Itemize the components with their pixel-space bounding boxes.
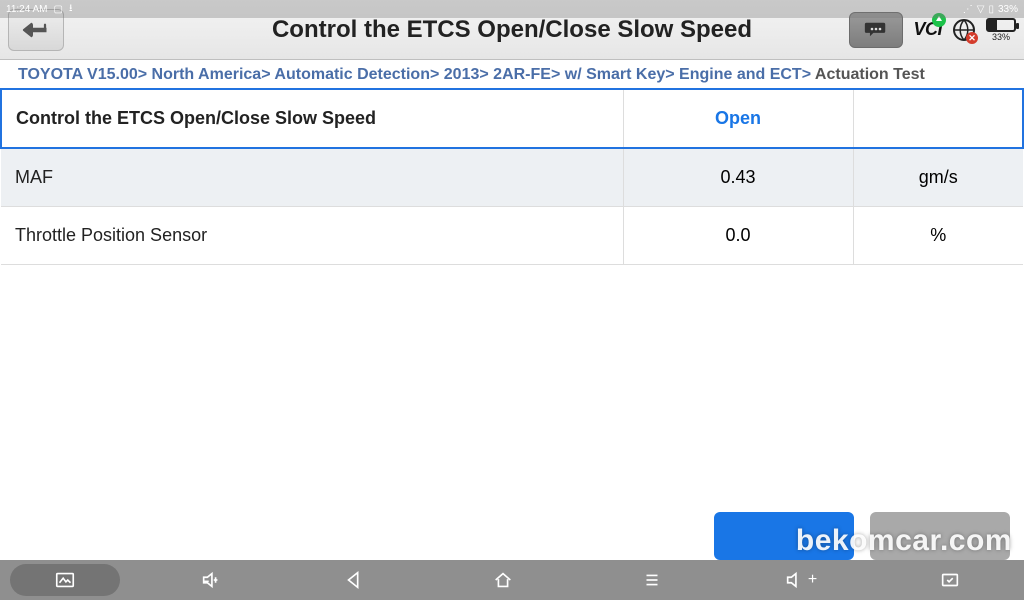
nav-back-button[interactable] — [279, 560, 428, 600]
network-error-icon: ✕ — [966, 32, 978, 44]
nav-recent-button[interactable] — [577, 560, 726, 600]
menu-icon — [641, 569, 663, 591]
status-battery-pct: 33% — [998, 4, 1018, 15]
status-battery-icon: ▯ — [988, 4, 994, 15]
bottom-actions — [714, 512, 1010, 560]
network-status[interactable]: ✕ — [952, 18, 976, 42]
android-status-bar: 11:24 AM ▢ ⭳ ⋰ ▽ ▯ 33% — [0, 0, 1024, 18]
status-app-icon: ▢ — [54, 4, 63, 15]
breadcrumb-separator: > — [261, 66, 274, 83]
table-row[interactable]: Control the ETCS Open/Close Slow SpeedOp… — [1, 89, 1023, 148]
volume-up-icon — [784, 569, 806, 591]
param-name: Control the ETCS Open/Close Slow Speed — [1, 89, 623, 148]
table-row[interactable]: MAF0.43gm/s — [1, 148, 1023, 207]
secondary-action-button[interactable] — [870, 512, 1010, 560]
status-wifi-icon: ⋰ — [963, 4, 973, 15]
breadcrumb-item[interactable]: 2AR-FE — [493, 66, 551, 83]
param-unit: % — [853, 207, 1023, 265]
breadcrumb-item[interactable]: North America — [152, 66, 262, 83]
breadcrumb-current: Actuation Test — [815, 66, 925, 83]
breadcrumb-separator: > — [430, 66, 444, 83]
nav-home-button[interactable] — [428, 560, 577, 600]
breadcrumb-separator: > — [479, 66, 493, 83]
app-battery-status: 33% — [986, 18, 1016, 42]
param-unit — [853, 89, 1023, 148]
nav-vol-down-button[interactable]: - — [130, 560, 279, 600]
breadcrumb-item[interactable]: w/ Smart Key — [565, 66, 665, 83]
breadcrumb-separator: > — [138, 66, 152, 83]
triangle-back-icon — [343, 569, 365, 591]
breadcrumb-item[interactable]: TOYOTA V15.00 — [18, 66, 138, 83]
param-value: Open — [623, 89, 853, 148]
param-unit: gm/s — [853, 148, 1023, 207]
screenshot-icon — [939, 569, 961, 591]
chat-icon — [864, 21, 888, 39]
param-name: Throttle Position Sensor — [1, 207, 623, 265]
android-navbar: - + — [0, 560, 1024, 600]
breadcrumb-item[interactable]: Automatic Detection — [274, 66, 430, 83]
status-signal-icon: ▽ — [977, 4, 985, 15]
breadcrumb-item[interactable]: Engine and ECT — [679, 66, 802, 83]
breadcrumb-separator: > — [802, 66, 815, 83]
param-name: MAF — [1, 148, 623, 207]
back-icon — [21, 18, 51, 42]
battery-percent: 33% — [992, 32, 1010, 42]
battery-icon — [986, 18, 1016, 32]
status-download-icon: ⭳ — [69, 1, 73, 18]
param-value: 0.0 — [623, 207, 853, 265]
gallery-icon — [54, 569, 76, 591]
vci-status: VCI — [913, 19, 942, 40]
breadcrumb: TOYOTA V15.00> North America> Automatic … — [0, 60, 1024, 88]
page-title: Control the ETCS Open/Close Slow Speed — [272, 16, 752, 44]
breadcrumb-separator: > — [551, 66, 565, 83]
table-row[interactable]: Throttle Position Sensor0.0% — [1, 207, 1023, 265]
nav-vol-up-button[interactable]: + — [726, 560, 875, 600]
data-table: Control the ETCS Open/Close Slow SpeedOp… — [0, 88, 1024, 265]
nav-gallery-button[interactable] — [10, 564, 120, 596]
breadcrumb-separator: > — [665, 66, 679, 83]
status-time: 11:24 AM — [6, 4, 48, 15]
param-value: 0.43 — [623, 148, 853, 207]
nav-screenshot-button[interactable] — [875, 560, 1024, 600]
breadcrumb-item[interactable]: 2013 — [444, 66, 480, 83]
home-icon — [492, 569, 514, 591]
primary-action-button[interactable] — [714, 512, 854, 560]
